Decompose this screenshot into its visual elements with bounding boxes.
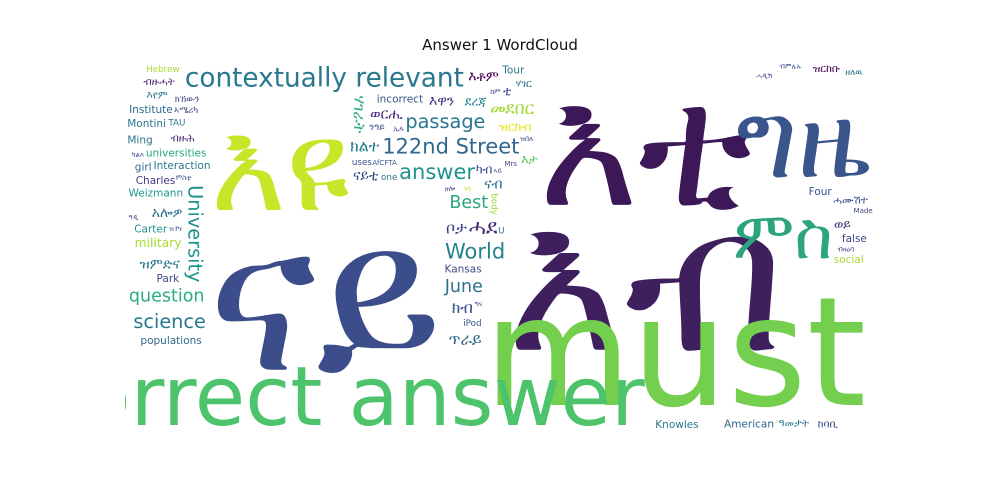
chart-title: Answer 1 WordCloud: [422, 36, 578, 54]
wordcloud-word: ካልእ: [132, 151, 144, 159]
wordcloud-word: Ming: [127, 134, 152, 146]
wordcloud-word: 122nd Street: [382, 135, 519, 159]
wordcloud-word: ወይ: [834, 218, 851, 232]
wordcloud-word: ክልተ: [350, 137, 380, 156]
wordcloud-word: ወርሒ: [370, 106, 403, 122]
wordcloud-word: ዝኾነ: [169, 225, 182, 233]
wordcloud-word: ሓሙሽተ: [833, 195, 868, 207]
wordcloud-word: TAU: [167, 119, 185, 129]
wordcloud-word: ግዜ: [736, 79, 870, 203]
wordcloud-word: እቲ: [538, 60, 751, 245]
wordcloud-word: ቲ: [503, 84, 511, 98]
wordcloud-word: American: [724, 419, 774, 431]
wordcloud-word: ክኸውን: [175, 95, 200, 105]
wordcloud-word: ምስቲ: [176, 174, 192, 182]
wordcloud-word: ከባቢ: [818, 418, 839, 430]
wordcloud-word: Carter: [134, 223, 168, 235]
wordcloud-word: must: [484, 264, 866, 435]
wordcloud-word: ከም: [490, 88, 501, 96]
wordcloud-word: ግና: [475, 300, 483, 308]
wordcloud-word: ካብ: [476, 163, 492, 177]
wordcloud-word: ብምሉኡ: [779, 63, 801, 71]
wordcloud-word: military: [135, 236, 182, 250]
wordcloud-word: ዘለዉ: [845, 68, 863, 78]
wordcloud-word: Institute: [129, 104, 173, 116]
wordcloud-word: ሓዲሽ: [756, 72, 772, 80]
wordcloud-word: ደረጃ: [465, 95, 487, 109]
wordcloud-word: ኣይ: [493, 167, 502, 175]
wordcloud-word: ሓደ: [469, 215, 498, 239]
wordcloud-word: ጥራይ: [449, 329, 482, 348]
wordcloud-word: ዓመታት: [778, 417, 810, 429]
wordcloud-word: University: [183, 185, 206, 282]
wordcloud-word: ናብ: [484, 177, 502, 193]
wordcloud-word: Knowles: [655, 419, 698, 431]
wordcloud-word: Best: [449, 193, 488, 213]
wordcloud-word: Interaction: [154, 160, 211, 172]
wordcloud-word: ዝምድና: [140, 257, 181, 273]
wordcloud-word: AfCFTA: [372, 159, 397, 167]
wordcloud-word: ክብ: [452, 298, 473, 317]
wordcloud-word: incorrect: [377, 94, 423, 106]
wordcloud-word: ኣሜሪካ: [174, 106, 198, 116]
wordcloud-word: Kansas: [445, 264, 482, 276]
wordcloud-word: ብዛዕባ: [837, 245, 854, 253]
wordcloud-word: iPod: [463, 319, 481, 329]
wordcloud-word: passage: [405, 110, 485, 133]
wordcloud-word: እዩ: [211, 92, 350, 240]
wordcloud-word: ሃገራት: [350, 96, 369, 134]
wordcloud-word: ምስ: [733, 198, 833, 274]
wordcloud-word: ዝርከብ: [499, 120, 531, 134]
wordcloud-word: contextually relevant: [185, 64, 464, 94]
wordcloud-word: ቦታ: [446, 219, 467, 238]
wordcloud-word: እየም: [147, 90, 168, 102]
wordcloud-word: universities: [146, 148, 207, 160]
wordcloud-word: question: [129, 286, 205, 306]
wordcloud-word: Four: [809, 186, 833, 198]
wordcloud-word: ዓዲ: [128, 214, 138, 222]
wordcloud-word: Tour: [501, 64, 525, 76]
wordcloud-word: correct answer: [125, 350, 645, 435]
wordcloud-word: Mrs: [504, 160, 517, 168]
wordcloud-word: አሎዎ: [152, 205, 183, 221]
wordcloud-word: ዝርከቡ: [813, 63, 841, 75]
wordcloud-word: social: [834, 254, 864, 266]
wordcloud-word: ዝበለ: [520, 135, 533, 143]
wordcloud-word: U: [498, 226, 504, 236]
wordcloud-word: እታ: [521, 153, 538, 167]
wordcloud-word: one: [381, 173, 397, 183]
wordcloud-word: Charles: [136, 175, 176, 187]
wordcloud-word: Weizmann: [128, 188, 183, 200]
wordcloud-word: ብዙሓት: [143, 76, 175, 88]
wordcloud-word: June: [444, 277, 483, 297]
wordcloud-word: እብ: [506, 165, 785, 398]
wordcloud-word: ሃገር: [516, 78, 532, 90]
wordcloud-word: ንሳ: [463, 185, 471, 193]
wordcloud-word: ዘሎ: [445, 185, 456, 193]
wordcloud-word: ንዓይ: [369, 123, 385, 133]
wordcloud-word: ናይቲ: [353, 168, 379, 184]
wordcloud-word: Montini: [127, 118, 166, 130]
wordcloud-word: ብዙሕ: [170, 133, 195, 145]
wordcloud-word: መደበር: [490, 99, 535, 119]
wordcloud-word: Park: [157, 273, 181, 285]
wordcloud-word: answer: [399, 160, 475, 184]
wordcloud-word: እቶም: [468, 69, 499, 85]
wordcloud-word: World: [445, 239, 505, 263]
wordcloud-word: Hebrew: [146, 65, 180, 75]
wordcloud-word: science: [133, 310, 206, 333]
wordcloud-word: እዋን: [429, 94, 454, 110]
wordcloud-word: false: [842, 233, 867, 245]
wordcloud-word: girl: [135, 162, 152, 174]
wordcloud-word: Made: [854, 207, 873, 215]
wordcloud-word: populations: [140, 335, 201, 347]
wordcloud-word: ናይ: [208, 181, 443, 419]
wordcloud-word: body: [489, 193, 499, 215]
wordcloud-word: uses: [352, 158, 373, 168]
wordcloud-word: ኢሉ: [393, 125, 404, 133]
